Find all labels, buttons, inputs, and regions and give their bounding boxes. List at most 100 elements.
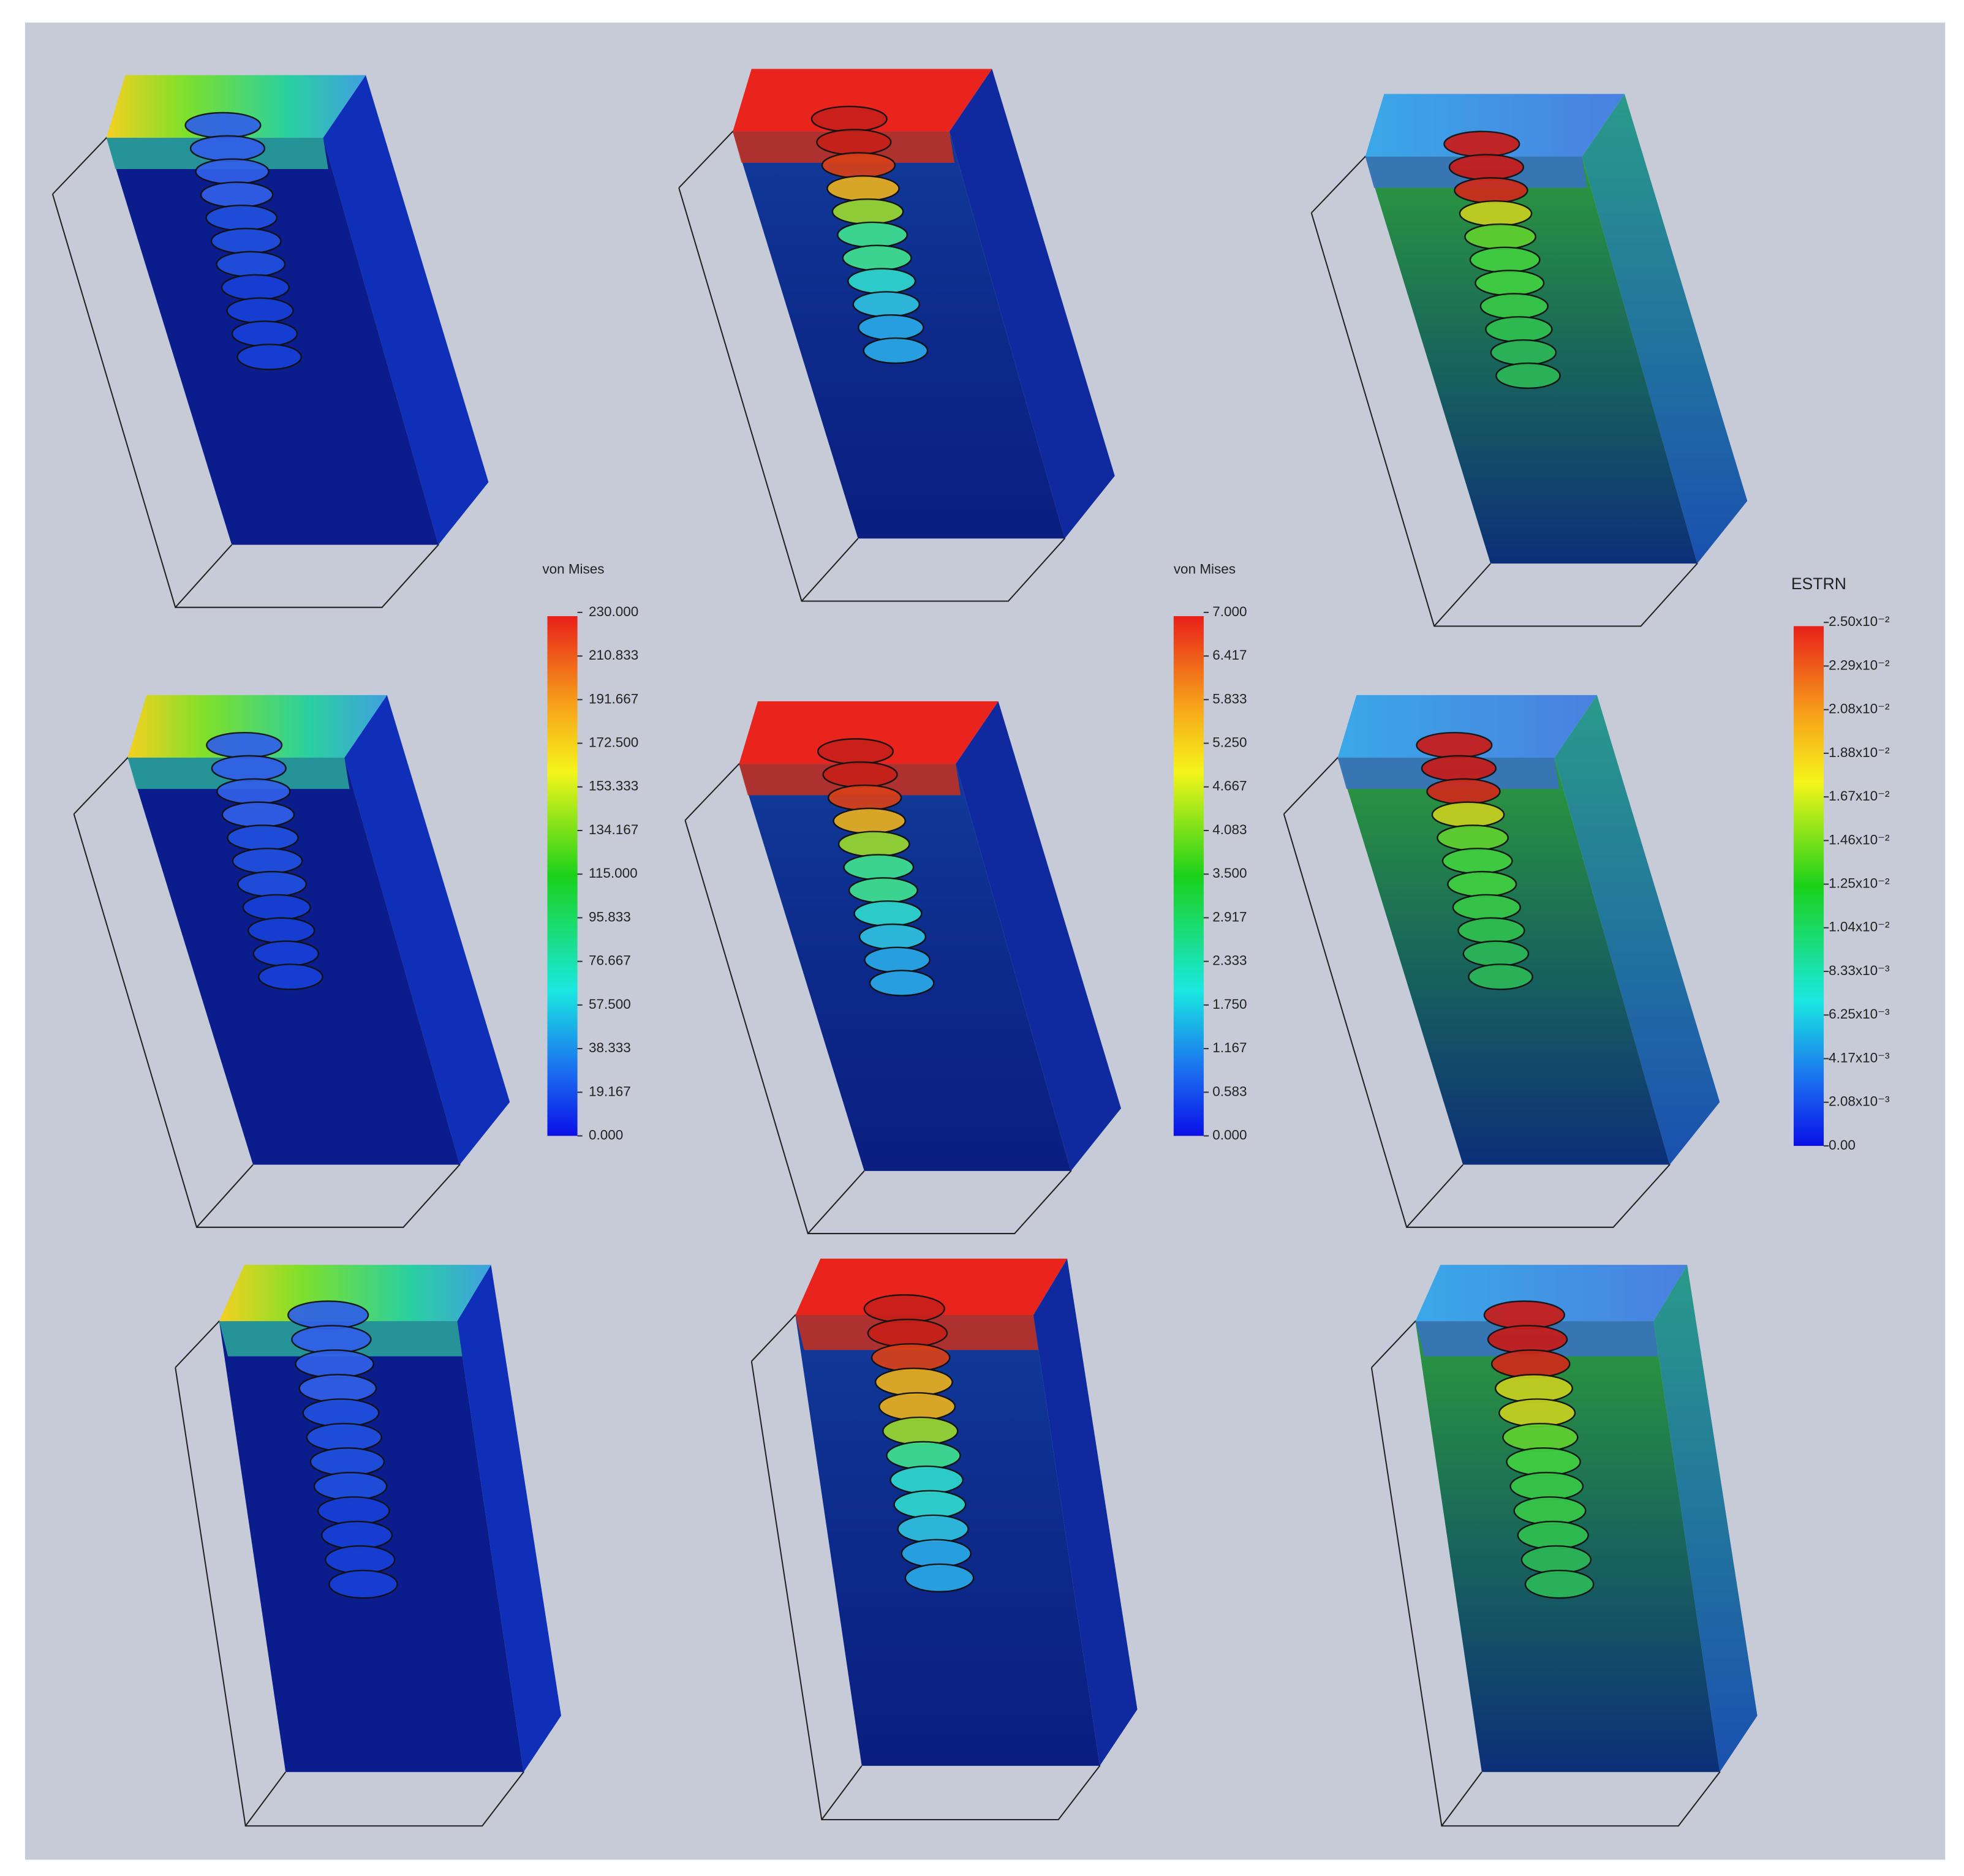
bounding-box — [801, 538, 859, 602]
screw-thread — [1462, 940, 1530, 967]
screw-thread — [1464, 223, 1536, 251]
screw-thread — [200, 181, 274, 208]
bounding-box — [1310, 156, 1698, 627]
model-side — [344, 695, 510, 1165]
screw-thread — [1487, 1325, 1568, 1354]
panels — [51, 69, 1758, 1827]
colorbar-label: 1.46x10⁻² — [1829, 832, 1890, 847]
screw-thread — [901, 1539, 972, 1569]
screw-thread — [1454, 177, 1528, 204]
colorbar-label: 2.08x10⁻² — [1829, 701, 1890, 717]
colorbar-label: 2.29x10⁻² — [1829, 657, 1890, 672]
screw-thread — [1495, 362, 1561, 390]
model-top — [795, 1258, 1068, 1315]
screw-thread — [1509, 1471, 1584, 1501]
fea-model — [678, 69, 1115, 602]
screw-thread — [1520, 1545, 1592, 1575]
screw-thread — [237, 870, 308, 898]
colorbar-label: 0.583 — [1212, 1083, 1247, 1099]
screw-thread — [1494, 1374, 1573, 1403]
screw-thread — [1483, 1300, 1565, 1330]
screw-thread — [847, 268, 916, 295]
colorbar-label: 0.00 — [1829, 1137, 1856, 1153]
fea-model — [684, 701, 1121, 1235]
model-top — [739, 701, 999, 764]
colorbar-label: 95.833 — [589, 909, 631, 924]
screw-thread — [886, 1441, 961, 1471]
colorbar-label: 2.917 — [1212, 909, 1247, 924]
colorbar-label: 76.667 — [589, 953, 631, 968]
screw-thread — [1490, 339, 1557, 366]
model-top — [219, 1265, 491, 1322]
screw-thread — [211, 755, 287, 782]
screw-thread — [227, 824, 299, 851]
colorbar-label: 19.167 — [589, 1083, 631, 1099]
screw-thread — [864, 946, 931, 973]
colorbar-label: 4.17x10⁻³ — [1829, 1050, 1890, 1065]
screw-thread — [1469, 246, 1541, 273]
bounding-box — [807, 1170, 865, 1234]
model-side — [1582, 94, 1748, 564]
screw-thread — [853, 900, 923, 927]
legend-title: ESTRN — [1791, 574, 1846, 593]
screw-thread — [843, 854, 915, 881]
screw-thread — [826, 175, 900, 202]
colorbar-legend: von Mises 7.000 6.417 5.833 5.250 4.667 4.083 3… — [1173, 561, 1247, 1143]
screw-thread — [897, 1514, 969, 1544]
screw-thread — [1479, 293, 1549, 320]
model-side — [1554, 695, 1720, 1165]
screw-thread — [1426, 778, 1501, 805]
screw-thread — [867, 1318, 948, 1348]
colorbar-label: 2.08x10⁻³ — [1829, 1094, 1890, 1109]
screw-thread — [837, 221, 908, 249]
screw-thread — [852, 291, 920, 318]
bounding-box — [51, 137, 439, 608]
fea-model — [1370, 1265, 1758, 1827]
screw-thread — [822, 761, 898, 788]
screw-thread — [817, 738, 894, 765]
colorbar-label: 134.167 — [589, 822, 638, 837]
screw-thread — [320, 1520, 393, 1550]
bounding-box — [750, 1314, 1101, 1821]
screw-thread — [1524, 1569, 1595, 1599]
screw-thread — [291, 1325, 372, 1354]
colorbar-label: 1.167 — [1212, 1040, 1247, 1055]
legend-title: von Mises — [1174, 561, 1236, 576]
bounding-box — [244, 1771, 286, 1826]
model-side — [1653, 1265, 1758, 1772]
screw-thread — [221, 274, 290, 301]
screw-thread — [858, 923, 927, 951]
screw-thread — [858, 314, 924, 341]
screw-thread — [1421, 755, 1497, 782]
bounding-box — [1283, 756, 1671, 1228]
screw-thread — [309, 1447, 385, 1477]
model-side — [949, 69, 1115, 539]
screw-thread — [810, 105, 888, 132]
colorbar-label: 7.000 — [1212, 604, 1247, 619]
screw-thread — [195, 158, 270, 185]
screw-thread — [317, 1496, 390, 1526]
screw-thread — [313, 1471, 388, 1501]
colorbar-label: 38.333 — [589, 1040, 631, 1055]
screw-thread — [189, 135, 266, 162]
bounding-box — [73, 756, 461, 1228]
screw-thread — [302, 1398, 380, 1428]
colorbar-label: 210.833 — [589, 647, 638, 663]
screw-thread — [1506, 1447, 1581, 1477]
screw-thread — [827, 784, 902, 812]
screw-thread — [831, 198, 904, 225]
colorbar-label: 3.500 — [1212, 865, 1247, 881]
screw-thread — [298, 1374, 377, 1403]
colorbar-label: 57.500 — [589, 996, 631, 1012]
colorbar-label: 153.333 — [589, 778, 638, 794]
screw-thread — [848, 877, 918, 904]
screw-thread — [882, 1416, 959, 1446]
screw-thread — [1441, 848, 1513, 875]
screw-thread — [1452, 894, 1521, 921]
screw-thread — [874, 1367, 953, 1397]
screw-thread — [287, 1300, 369, 1330]
bounding-box — [678, 130, 1066, 602]
colorbar-label: 230.000 — [589, 604, 638, 619]
colorbar-label: 2.333 — [1212, 953, 1247, 968]
screw-thread — [242, 894, 311, 921]
